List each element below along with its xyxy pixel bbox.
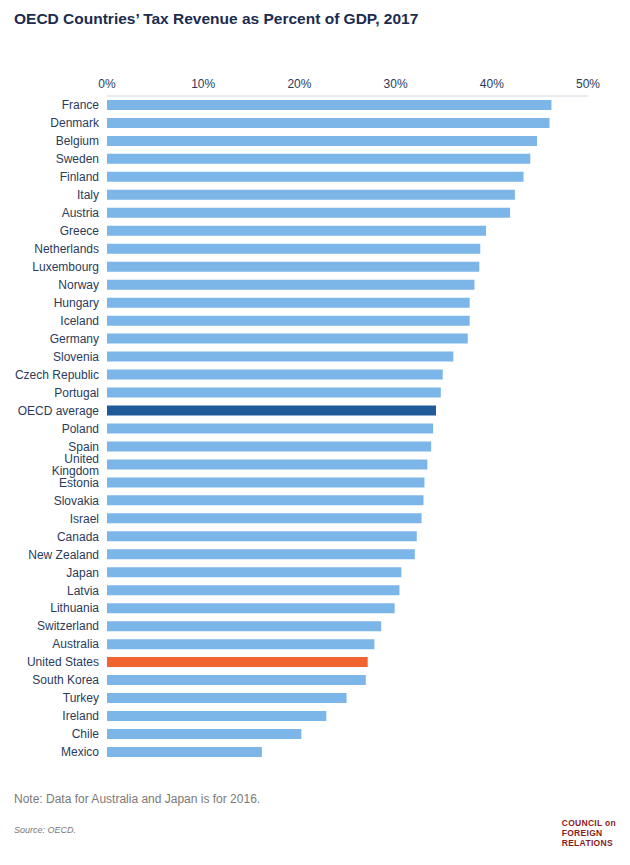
svg-text:Germany: Germany — [50, 332, 99, 346]
html-text:OECD Countries’ Tax Revenue as: OECD Countries’ Tax Revenue as Percent o… — [14, 10, 419, 27]
svg-text:Spain: Spain — [68, 439, 99, 454]
svg-text:Austria: Austria — [62, 206, 100, 220]
svg-text:Chile: Chile — [72, 727, 100, 741]
html-text:FOREIGN: FOREIGN — [561, 828, 603, 838]
svg-text:Lithuania: Lithuania — [50, 601, 99, 615]
svg-text:Iceland: Iceland — [60, 314, 99, 328]
svg-text:United States: United States — [27, 655, 99, 669]
svg-text:Poland: Poland — [62, 422, 99, 436]
svg-text:Canada: Canada — [57, 530, 99, 544]
svg-text:Japan: Japan — [66, 566, 99, 580]
html-text:COUNCIL on: COUNCIL on — [561, 818, 616, 828]
svg-text:Latvia: Latvia — [67, 584, 99, 598]
svg-text:New Zealand: New Zealand — [28, 548, 99, 562]
svg-text:Slovakia: Slovakia — [54, 494, 100, 508]
svg-text:Switzerland: Switzerland — [37, 619, 99, 633]
svg-text:Norway: Norway — [58, 278, 99, 292]
svg-text:Turkey: Turkey — [63, 691, 99, 705]
svg-text:Greece: Greece — [60, 224, 100, 238]
svg-text:Luxembourg: Luxembourg — [32, 260, 99, 274]
svg-text:40%: 40% — [480, 77, 504, 91]
svg-text:0%: 0% — [98, 77, 116, 91]
html-text:Source: OECD.: Source: OECD. — [14, 825, 76, 835]
svg-text:Denmark: Denmark — [50, 116, 100, 130]
svg-text:OECD average: OECD average — [18, 404, 100, 418]
html-text:RELATIONS: RELATIONS — [561, 838, 613, 848]
svg-text:Belgium: Belgium — [56, 134, 99, 148]
svg-text:Czech Republic: Czech Republic — [15, 368, 99, 382]
svg-text:France: France — [62, 98, 100, 112]
svg-text:30%: 30% — [384, 77, 408, 91]
svg-text:Estonia: Estonia — [59, 476, 99, 490]
svg-text:UnitedKingdom: UnitedKingdom — [52, 452, 99, 478]
svg-text:Portugal: Portugal — [54, 386, 99, 400]
svg-text:50%: 50% — [576, 77, 600, 91]
svg-text:Netherlands: Netherlands — [34, 242, 99, 256]
svg-text:Slovenia: Slovenia — [53, 350, 99, 364]
svg-text:Italy: Italy — [77, 188, 99, 202]
svg-text:Sweden: Sweden — [56, 152, 99, 166]
svg-text:South Korea: South Korea — [32, 673, 99, 687]
svg-text:Finland: Finland — [60, 170, 99, 184]
svg-text:Israel: Israel — [70, 512, 99, 526]
svg-text:10%: 10% — [191, 77, 215, 91]
svg-text:20%: 20% — [287, 77, 311, 91]
html-text:Note: Data for Australia and J: Note: Data for Australia and Japan is fo… — [14, 792, 261, 806]
svg-text:Ireland: Ireland — [62, 709, 99, 723]
svg-text:Mexico: Mexico — [61, 745, 99, 759]
svg-text:Hungary: Hungary — [54, 296, 99, 310]
svg-text:Australia: Australia — [52, 637, 99, 651]
